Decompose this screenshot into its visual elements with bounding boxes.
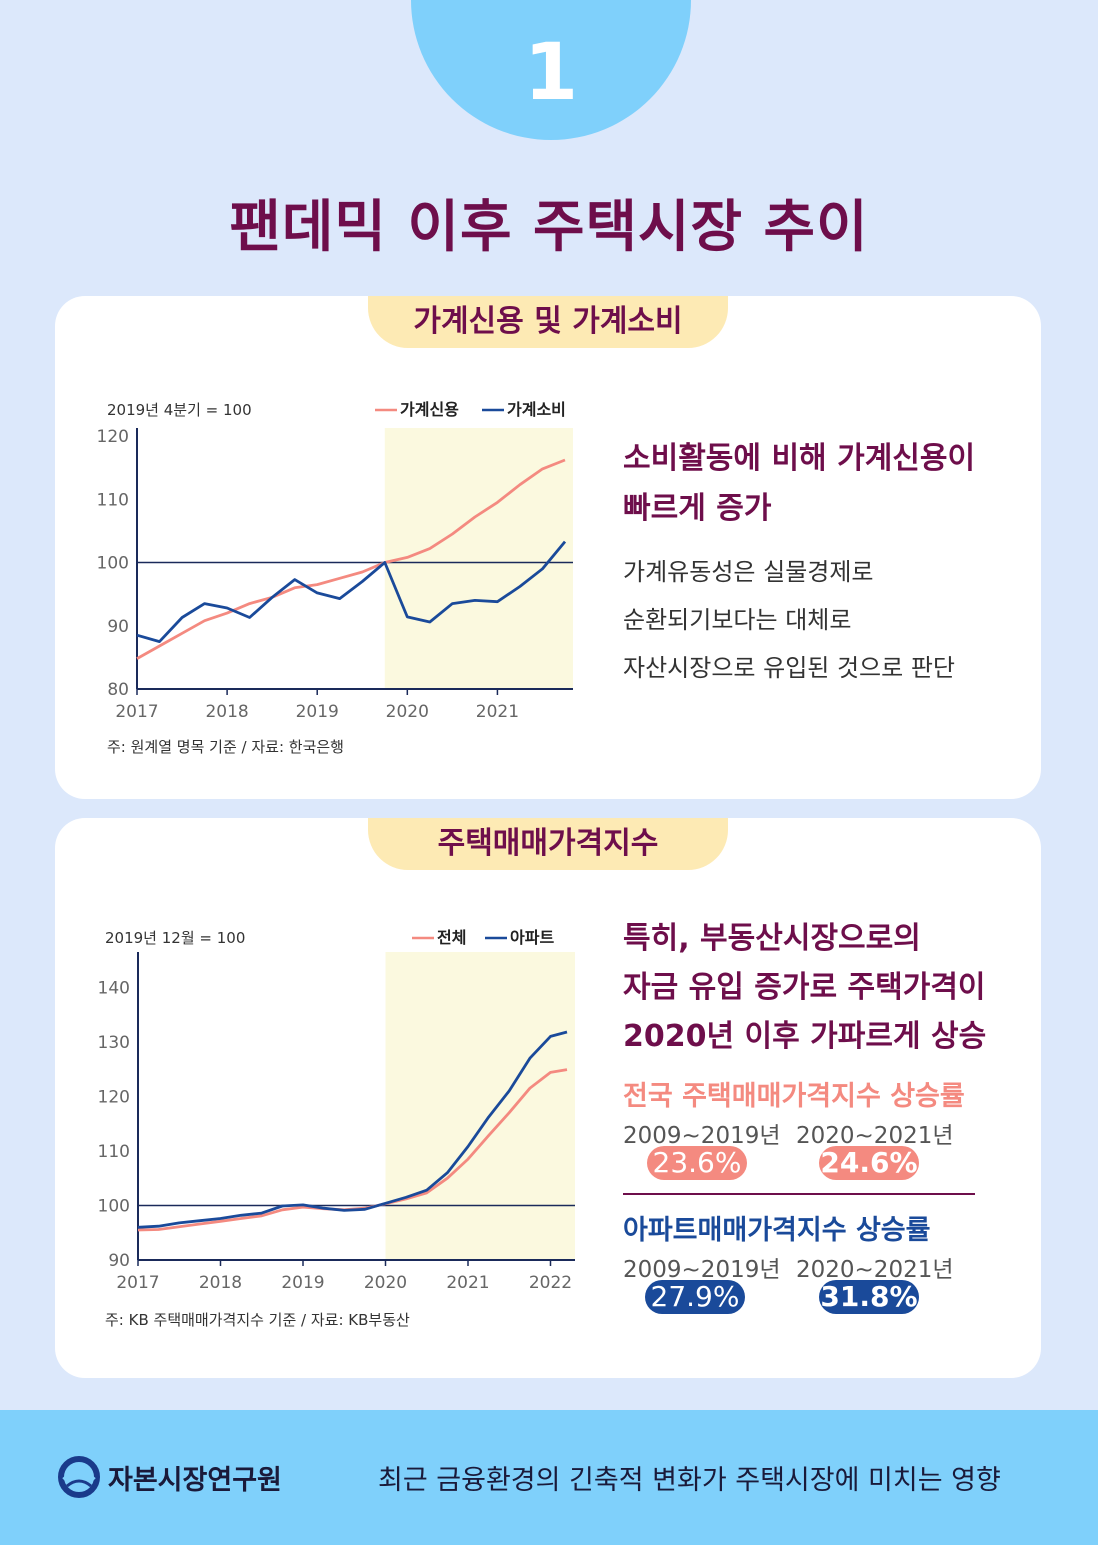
card2-headline: 특히, 부동산시장으로의 자금 유입 증가로 주택가격이 2020년 이후 가파…	[623, 914, 986, 1061]
national-rate-p1: 23.6%	[647, 1146, 747, 1180]
card-household-credit: 가계신용 및 가계소비 80 90 100 110 120 2017 2018 2019 202…	[55, 296, 1041, 799]
apartment-rate-title: 아파트매매가격지수 상승률	[623, 1215, 931, 1246]
series-line-blue	[136, 540, 567, 644]
y-tick-label: 120	[97, 427, 129, 447]
series-line-blue	[137, 1030, 568, 1229]
national-rate-title: 전국 주택매매가격지수 상승률	[623, 1081, 965, 1112]
series-line-red	[136, 458, 566, 660]
card1-body-line: 가계유동성은 실물경제로	[623, 558, 874, 586]
highlight-band	[384, 428, 573, 689]
national-period2: 2020~2021년	[796, 1123, 954, 1149]
y-tick-label: 80	[107, 680, 129, 700]
card1-headline: 소비활동에 비해 가계신용이 빠르게 증가	[623, 434, 975, 534]
y-tick-label: 110	[97, 490, 129, 510]
apartment-rate-p2: 31.8%	[819, 1280, 919, 1314]
y-tick-label: 140	[98, 978, 130, 998]
card1-body-line: 순환되기보다는 대체로	[623, 606, 852, 634]
card1-headline-line: 소비활동에 비해 가계신용이	[623, 441, 976, 476]
legend-label: 가계소비	[507, 400, 566, 419]
x-tick-label: 2017	[115, 702, 158, 722]
report-title: 최근 금융환경의 긴축적 변화가 주택시장에 미치는 영향	[378, 1465, 1001, 1496]
index-note: 2019년 12월 = 100	[105, 929, 245, 947]
national-period1: 2009~2019년	[623, 1123, 781, 1149]
y-tick-label: 110	[98, 1142, 130, 1162]
x-tick-label: 2019	[296, 702, 339, 722]
legend-label: 전체	[437, 928, 466, 947]
legend-label: 가계신용	[400, 400, 459, 419]
source-note: 주: 원계열 명목 기준 / 자료: 한국은행	[107, 738, 344, 756]
national-rate-p2: 24.6%	[819, 1146, 919, 1180]
y-tick-label: 90	[107, 617, 129, 637]
housing-price-chart: 90 100 110 120 130 140 2017 2018 2019 2020 2021 202…	[98, 928, 575, 1329]
household-credit-chart: 80 90 100 110 120 2017 2018 2019 2020 2021 2019년 4…	[97, 400, 573, 756]
y-tick-label: 100	[97, 554, 129, 574]
legend-label: 아파트	[510, 928, 554, 947]
footer: 자본시장연구원 최근 금융환경의 긴축적 변화가 주택시장에 미치는 영향	[0, 1410, 1098, 1545]
card1-headline-line: 빠르게 증가	[623, 491, 772, 526]
x-tick-label: 2019	[281, 1273, 324, 1293]
card1-body: 가계유동성은 실물경제로 순환되기보다는 대체로 자산시장으로 유입된 것으로 …	[623, 548, 955, 692]
x-tick-label: 2018	[205, 702, 248, 722]
section-number: 1	[523, 28, 579, 118]
card-tab-housing-price: 주택매매가격지수	[368, 818, 728, 870]
source-note: 주: KB 주택매매가격지수 기준 / 자료: KB부동산	[105, 1311, 410, 1329]
y-tick-label: 120	[98, 1087, 130, 1107]
x-tick-label: 2018	[199, 1273, 242, 1293]
apartment-period1: 2009~2019년	[623, 1257, 781, 1283]
page-title: 팬데믹 이후 주택시장 추이	[229, 195, 869, 260]
y-tick-label: 90	[108, 1251, 130, 1271]
card2-headline-line: 자금 유입 증가로 주택가격이	[623, 970, 986, 1005]
x-tick-label: 2020	[386, 702, 429, 722]
highlight-band	[385, 952, 575, 1260]
index-note: 2019년 4분기 = 100	[107, 401, 252, 419]
rate-divider	[623, 1193, 975, 1195]
x-tick-label: 2017	[116, 1273, 159, 1293]
apartment-period2: 2020~2021년	[796, 1257, 954, 1283]
card2-headline-line: 특히, 부동산시장으로의	[623, 921, 921, 956]
card1-body-line: 자산시장으로 유입된 것으로 판단	[623, 654, 956, 682]
x-tick-label: 2022	[529, 1273, 572, 1293]
card-housing-price: 주택매매가격지수 90 100 110 120 130 140 2017 2018 2019 20…	[55, 818, 1041, 1378]
y-tick-label: 130	[98, 1033, 130, 1053]
kcmi-logo-icon	[58, 1456, 100, 1498]
x-tick-label: 2021	[446, 1273, 489, 1293]
x-tick-label: 2020	[364, 1273, 407, 1293]
y-tick-label: 100	[98, 1196, 130, 1216]
x-tick-label: 2021	[476, 702, 519, 722]
apartment-rate-p1: 27.9%	[645, 1280, 745, 1314]
card2-headline-line: 2020년 이후 가파르게 상승	[623, 1019, 987, 1054]
org-name: 자본시장연구원	[108, 1465, 282, 1496]
card-tab-household-credit: 가계신용 및 가계소비	[368, 296, 728, 348]
